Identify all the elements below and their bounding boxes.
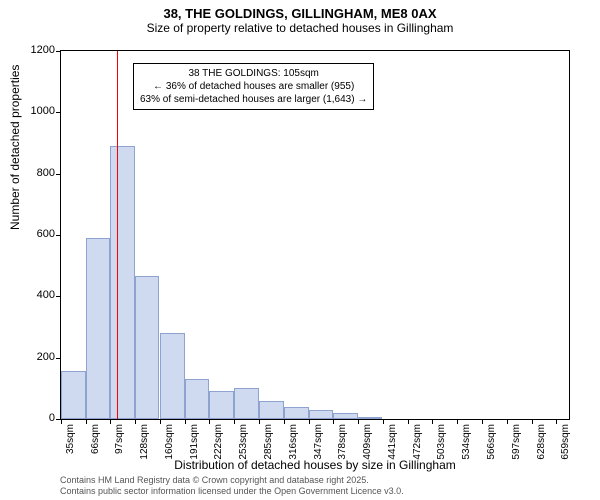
x-tick-label: 472sqm	[412, 424, 423, 464]
x-tick-label: 409sqm	[362, 424, 373, 464]
histogram-bar	[86, 238, 111, 419]
y-tick-label: 0	[49, 412, 55, 424]
x-tick	[110, 419, 111, 424]
x-tick	[333, 419, 334, 424]
histogram-bar	[110, 146, 135, 419]
y-tick-label: 600	[37, 228, 55, 240]
x-tick	[284, 419, 285, 424]
x-tick	[556, 419, 557, 424]
x-tick	[259, 419, 260, 424]
x-tick	[135, 419, 136, 424]
x-tick-label: 597sqm	[511, 424, 522, 464]
x-tick-label: 222sqm	[213, 424, 224, 464]
reference-line	[117, 51, 118, 419]
x-tick	[160, 419, 161, 424]
x-tick	[61, 419, 62, 424]
x-tick	[383, 419, 384, 424]
annotation-line2: ← 36% of detached houses are smaller (95…	[140, 80, 367, 93]
histogram-bar	[185, 379, 210, 419]
y-tick-label: 800	[37, 167, 55, 179]
x-tick-label: 160sqm	[164, 424, 175, 464]
y-tick-label: 1000	[31, 105, 55, 117]
y-axis-label: Number of detached properties	[8, 65, 22, 230]
x-tick	[507, 419, 508, 424]
x-tick-label: 659sqm	[560, 424, 571, 464]
histogram-bar	[333, 413, 358, 419]
histogram-bar	[309, 410, 334, 419]
x-tick	[185, 419, 186, 424]
x-tick	[209, 419, 210, 424]
x-tick-label: 378sqm	[337, 424, 348, 464]
x-tick	[432, 419, 433, 424]
y-tick	[56, 235, 61, 236]
footer-line2: Contains public sector information licen…	[60, 486, 404, 497]
x-tick-label: 35sqm	[65, 424, 76, 464]
x-tick-label: 191sqm	[189, 424, 200, 464]
plot-area: 38 THE GOLDINGS: 105sqm ← 36% of detache…	[60, 50, 570, 420]
x-tick-label: 285sqm	[263, 424, 274, 464]
annotation-box: 38 THE GOLDINGS: 105sqm ← 36% of detache…	[133, 63, 374, 110]
annotation-line3: 63% of semi-detached houses are larger (…	[140, 93, 367, 106]
y-tick	[56, 358, 61, 359]
histogram-bar	[135, 276, 160, 419]
footer-line1: Contains HM Land Registry data © Crown c…	[60, 475, 404, 486]
histogram-bar	[259, 401, 284, 419]
y-tick-label: 1200	[31, 44, 55, 56]
histogram-bar	[160, 333, 185, 419]
chart-container: 38, THE GOLDINGS, GILLINGHAM, ME8 0AX Si…	[0, 0, 600, 500]
x-tick-label: 316sqm	[288, 424, 299, 464]
x-tick-label: 503sqm	[436, 424, 447, 464]
x-tick-label: 566sqm	[486, 424, 497, 464]
x-tick	[86, 419, 87, 424]
footer-attribution: Contains HM Land Registry data © Crown c…	[60, 475, 404, 497]
annotation-line1: 38 THE GOLDINGS: 105sqm	[140, 67, 367, 80]
x-tick	[482, 419, 483, 424]
chart-subtitle: Size of property relative to detached ho…	[0, 21, 600, 39]
histogram-bar	[358, 417, 383, 419]
x-tick-label: 66sqm	[90, 424, 101, 464]
x-tick	[234, 419, 235, 424]
y-tick	[56, 174, 61, 175]
x-tick-label: 97sqm	[114, 424, 125, 464]
x-tick	[457, 419, 458, 424]
y-tick-label: 400	[37, 289, 55, 301]
histogram-bar	[61, 371, 86, 419]
y-tick	[56, 51, 61, 52]
histogram-bar	[284, 407, 309, 419]
x-tick-label: 628sqm	[536, 424, 547, 464]
x-tick-label: 441sqm	[387, 424, 398, 464]
y-tick-label: 200	[37, 351, 55, 363]
x-tick-label: 253sqm	[238, 424, 249, 464]
histogram-bar	[209, 391, 234, 419]
x-tick-label: 347sqm	[313, 424, 324, 464]
x-tick-label: 128sqm	[139, 424, 150, 464]
y-tick	[56, 112, 61, 113]
histogram-bar	[234, 388, 259, 419]
x-tick	[408, 419, 409, 424]
y-tick	[56, 296, 61, 297]
x-tick	[532, 419, 533, 424]
x-tick	[358, 419, 359, 424]
x-tick	[309, 419, 310, 424]
x-tick-label: 534sqm	[461, 424, 472, 464]
chart-title: 38, THE GOLDINGS, GILLINGHAM, ME8 0AX	[0, 0, 600, 21]
